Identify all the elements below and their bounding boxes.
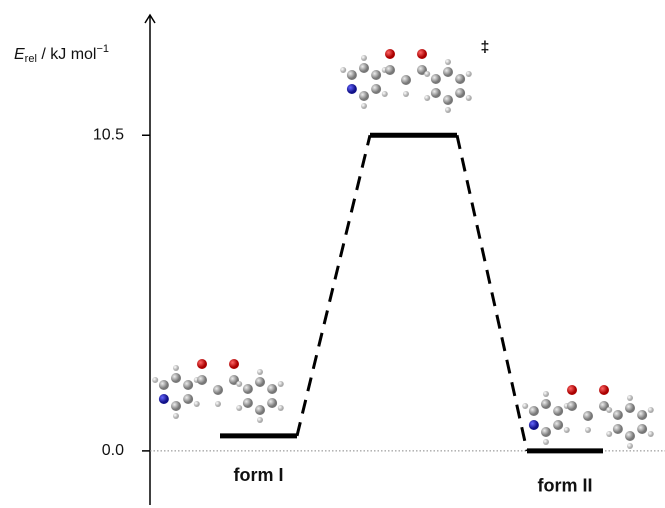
hydrogen-atom xyxy=(277,381,284,387)
hydrogen-atom xyxy=(445,107,451,113)
oxygen-atom xyxy=(599,385,609,395)
atom xyxy=(541,399,551,409)
atom xyxy=(443,67,453,77)
atom xyxy=(417,65,427,75)
atom xyxy=(455,88,466,98)
hydrogen-atom xyxy=(465,71,472,77)
atom xyxy=(171,373,181,383)
atom xyxy=(567,401,577,411)
atom xyxy=(158,394,169,404)
oxygen-atom xyxy=(417,49,427,59)
hydrogen-atom xyxy=(215,401,221,407)
atom xyxy=(401,75,411,85)
hydrogen-atom xyxy=(277,405,284,411)
atom xyxy=(612,410,623,420)
hydrogen-atom xyxy=(236,381,243,387)
oxygen-atom xyxy=(385,49,395,59)
connector xyxy=(455,134,529,452)
hydrogen-atom xyxy=(585,427,591,433)
y-axis-label-part: E xyxy=(14,46,25,63)
atom xyxy=(541,427,551,437)
atom xyxy=(359,91,369,101)
hydrogen-atom xyxy=(424,71,431,77)
hydrogen-atom xyxy=(465,95,472,101)
atom xyxy=(553,406,564,416)
hydrogen-atom xyxy=(340,67,347,73)
hydrogen-atom xyxy=(257,369,263,375)
y-axis-label: Erel / kJ mol−1 xyxy=(14,43,109,65)
oxygen-atom xyxy=(567,385,577,395)
atom xyxy=(183,394,194,404)
y-axis-label-part: rel xyxy=(25,53,37,65)
atom xyxy=(528,406,539,416)
atom xyxy=(528,420,539,430)
atom xyxy=(637,424,648,434)
hydrogen-atom xyxy=(381,91,388,97)
atom xyxy=(229,375,239,385)
atom xyxy=(242,398,253,408)
atom xyxy=(267,398,278,408)
hydrogen-atom xyxy=(445,59,451,65)
atom xyxy=(171,401,181,411)
molecule-structures xyxy=(152,49,654,449)
atom xyxy=(599,401,609,411)
hydrogen-atom xyxy=(403,91,409,97)
level-label: form I xyxy=(233,465,283,485)
atom xyxy=(346,84,357,94)
atom xyxy=(359,63,369,73)
atom xyxy=(455,74,466,84)
y-tick-label: 0.0 xyxy=(102,442,124,459)
atom xyxy=(183,380,194,390)
hydrogen-atom xyxy=(543,391,549,397)
atom xyxy=(371,84,382,94)
hydrogen-atom xyxy=(543,439,549,445)
connector xyxy=(295,134,372,437)
atom xyxy=(430,74,441,84)
hydrogen-atom xyxy=(647,407,654,413)
hydrogen-atom xyxy=(152,377,159,383)
y-axis-arrow xyxy=(144,13,156,24)
hydrogen-atom xyxy=(193,401,200,407)
hydrogen-atom xyxy=(424,95,431,101)
hydrogen-atom xyxy=(647,431,654,437)
y-axis-label-part: −1 xyxy=(96,43,109,55)
hydrogen-atom xyxy=(563,427,570,433)
atom xyxy=(612,424,623,434)
atom xyxy=(385,65,395,75)
oxygen-atom xyxy=(197,359,207,369)
hydrogen-atom xyxy=(173,413,179,419)
atom xyxy=(255,405,265,415)
atom xyxy=(637,410,648,420)
y-axis-label-part: / kJ mol xyxy=(37,46,97,63)
level-label: form II xyxy=(537,476,592,496)
atom xyxy=(213,385,223,395)
hydrogen-atom xyxy=(173,365,179,371)
hydrogen-atom xyxy=(361,103,367,109)
hydrogen-atom xyxy=(627,395,633,401)
atom xyxy=(625,431,635,441)
hydrogen-atom xyxy=(257,417,263,423)
atom xyxy=(443,95,453,105)
atom xyxy=(158,380,169,390)
atom xyxy=(197,375,207,385)
atom xyxy=(371,70,382,80)
oxygen-atom xyxy=(229,359,239,369)
hydrogen-atom xyxy=(522,403,529,409)
atom xyxy=(346,70,357,80)
atom xyxy=(267,384,278,394)
atom xyxy=(255,377,265,387)
atom xyxy=(553,420,564,430)
hydrogen-atom xyxy=(627,443,633,449)
atom xyxy=(583,411,593,421)
hydrogen-atom xyxy=(236,405,243,411)
atom xyxy=(242,384,253,394)
hydrogen-atom xyxy=(606,407,613,413)
atom xyxy=(430,88,441,98)
atom xyxy=(625,403,635,413)
y-tick-label: 10.5 xyxy=(93,126,124,143)
hydrogen-atom xyxy=(606,431,613,437)
hydrogen-atom xyxy=(361,55,367,61)
annotation: ‡ xyxy=(481,39,490,56)
